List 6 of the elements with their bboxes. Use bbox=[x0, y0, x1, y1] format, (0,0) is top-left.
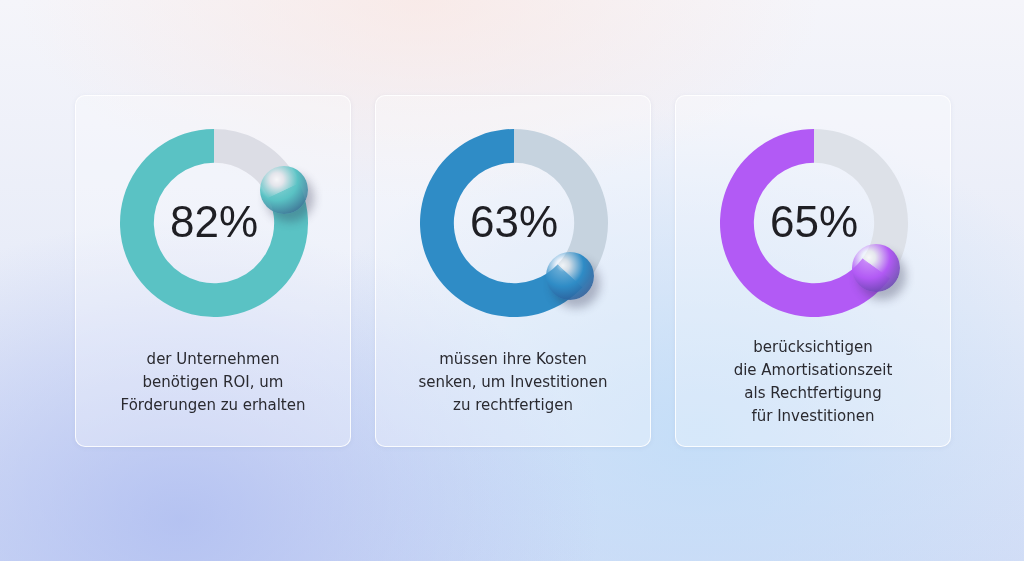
text: müssen ihre Kosten senken, um Investitionen zu rechtfertigen bbox=[418, 348, 608, 416]
data-label: 82% bbox=[169, 197, 259, 247]
text: der Unternehmen benötigen ROI, um Förderungen zu erhalten bbox=[120, 348, 306, 416]
data-label: 65% bbox=[769, 197, 859, 247]
text: berücksichtigen die Amortisationszeit als Rechtfertigung für Investitionen bbox=[733, 337, 893, 427]
data-label: 63% bbox=[469, 197, 559, 247]
